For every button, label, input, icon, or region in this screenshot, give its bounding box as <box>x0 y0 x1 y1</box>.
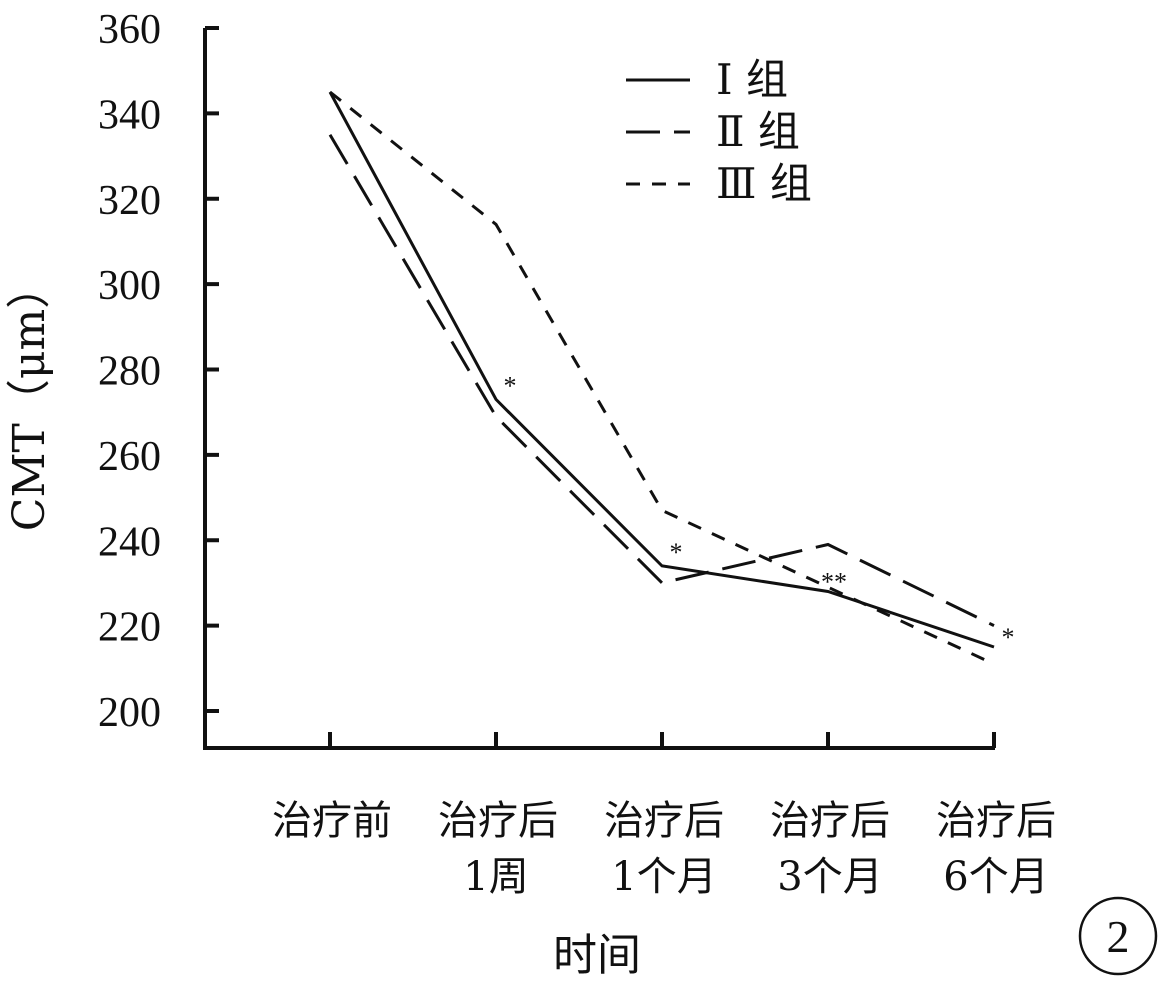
significance-mark: * <box>670 538 683 567</box>
panel-number-circle <box>1078 896 1158 976</box>
annotations: ***** <box>504 371 1015 652</box>
y-tick-label: 300 <box>98 263 161 309</box>
x-tick-label-line2: 1周 <box>463 854 528 900</box>
y-tick-label: 320 <box>98 178 161 224</box>
legend-label-3: Ⅲ 组 <box>716 159 812 208</box>
legend-label-1: Ⅰ 组 <box>716 55 788 104</box>
panel-number-badge: 2 <box>1078 896 1158 976</box>
y-tick-label: 220 <box>98 605 161 651</box>
series-lines <box>328 90 995 666</box>
y-ticks: 200 220 240 260 280 300 320 340 360 <box>98 7 219 736</box>
x-tick-label-line1: 治疗后 <box>438 798 558 844</box>
significance-mark: * <box>1002 623 1015 652</box>
y-axis-title: CMT（μm） <box>4 265 55 531</box>
x-tick-label-line1: 治疗后 <box>770 798 890 844</box>
x-axis-title: 时间 <box>553 930 641 981</box>
x-tick-label-line2: 1个月 <box>611 854 716 900</box>
legend-label-2: Ⅱ 组 <box>716 107 800 156</box>
significance-mark: ** <box>821 568 847 597</box>
x-tick-label-line1: 治疗后 <box>604 798 724 844</box>
x-tick-label-line1: 治疗前 <box>272 798 392 844</box>
y-tick-label: 340 <box>98 92 161 138</box>
series-line-2 <box>328 133 995 627</box>
series-line-1 <box>328 91 995 649</box>
y-tick-label: 360 <box>98 7 161 53</box>
series-line-3 <box>329 90 995 666</box>
y-tick-label: 260 <box>98 434 161 480</box>
y-tick-label: 200 <box>98 690 161 736</box>
x-tick-label-line1: 治疗后 <box>936 798 1056 844</box>
y-tick-label: 280 <box>98 349 161 395</box>
panel-number: 2 <box>1107 911 1130 962</box>
x-tick-label-line2: 6个月 <box>943 854 1048 900</box>
y-tick-label: 240 <box>98 519 161 565</box>
significance-mark: * <box>504 371 517 400</box>
axes <box>203 28 995 750</box>
x-tick-label-line2: 3个月 <box>777 854 882 900</box>
